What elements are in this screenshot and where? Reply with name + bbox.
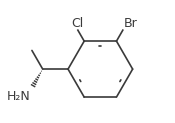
Text: Cl: Cl [72, 16, 84, 30]
Text: H₂N: H₂N [7, 90, 31, 103]
Text: Br: Br [124, 16, 138, 30]
